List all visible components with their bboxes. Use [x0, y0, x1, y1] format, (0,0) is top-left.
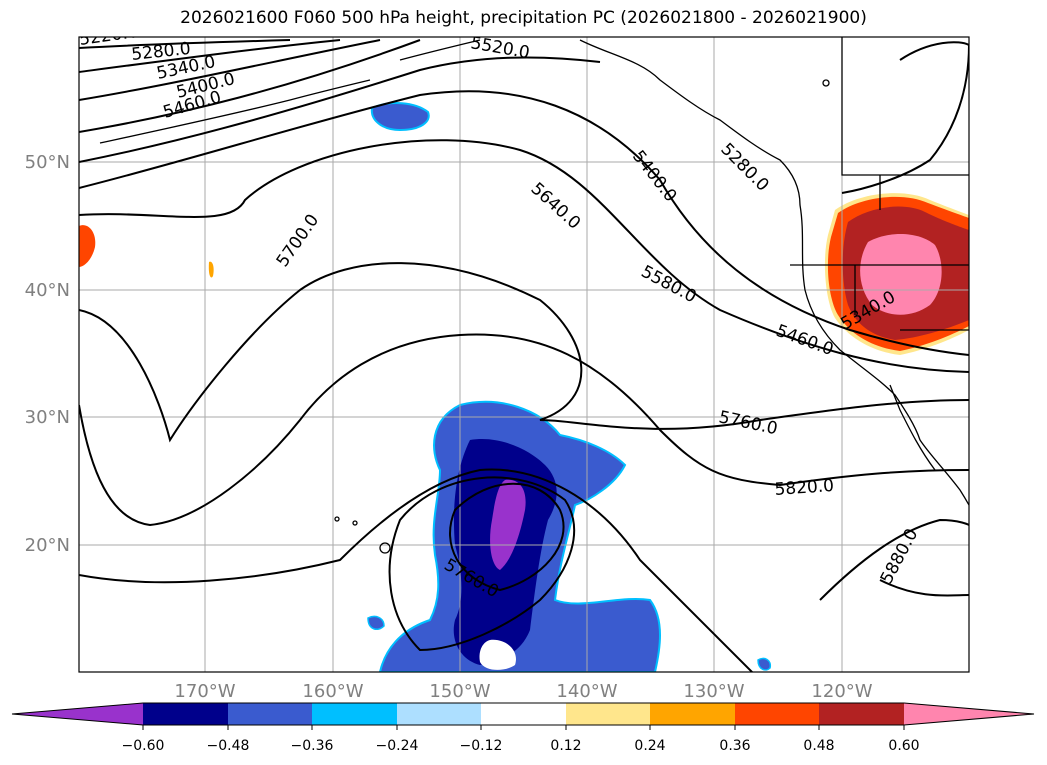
contour-label: 5700.0 [273, 211, 324, 271]
longitude-labels: 170°W 160°W 150°W 140°W 130°W 120°W [174, 681, 872, 702]
lon-label: 130°W [683, 681, 744, 702]
colorbar-segment [650, 703, 735, 725]
contour-label: 5640.0 [527, 179, 585, 234]
colorbar-tick-label: −0.36 [291, 738, 334, 754]
colorbar-segment [312, 703, 397, 725]
contour-label: 5400.0 [628, 147, 680, 206]
colorbar-segment [735, 703, 819, 725]
contour-label: 5580.0 [638, 262, 700, 308]
colorbar-tick-label: 0.12 [550, 738, 581, 754]
colorbar-extend-low [12, 703, 143, 725]
colorbar: −0.60 −0.48 −0.36 −0.24 −0.12 0.12 0.24 … [11, 702, 1035, 754]
colorbar-segment [143, 703, 228, 725]
colorbar-segment [228, 703, 312, 725]
precip-negative-region [367, 102, 772, 672]
colorbar-segment [481, 703, 566, 725]
lat-label: 20°N [25, 535, 70, 556]
lat-label: 30°N [25, 407, 70, 428]
coastlines [99, 37, 969, 554]
colorbar-tick-label: −0.24 [376, 738, 419, 754]
colorbar-segment [566, 703, 650, 725]
map-title: 2026021600 F060 500 hPa height, precipit… [180, 8, 867, 28]
colorbar-tick-label: −0.60 [122, 738, 165, 754]
colorbar-tick-label: −0.48 [207, 738, 250, 754]
contour-label: 5880.0 [877, 525, 923, 587]
lon-label: 170°W [174, 681, 235, 702]
latitude-labels: 50°N 40°N 30°N 20°N [25, 152, 70, 556]
contour-label: 5460.0 [773, 321, 836, 360]
colorbar-extend-high [904, 703, 1034, 725]
colorbar-tick-label: −0.12 [460, 738, 503, 754]
colorbar-tick-label: 0.60 [888, 738, 919, 754]
lon-label: 140°W [556, 681, 617, 702]
lon-label: 160°W [302, 681, 363, 702]
contour-label: 5760.0 [717, 407, 779, 439]
colorbar-tick-label: 0.24 [634, 738, 665, 754]
map-frame [78, 36, 970, 673]
colorbar-tick-label: 0.36 [719, 738, 750, 754]
colorbar-segment [397, 703, 481, 725]
lon-label: 150°W [429, 681, 490, 702]
colorbar-segment [819, 703, 904, 725]
contour-label: 5820.0 [774, 476, 835, 500]
contour-label: 5280.0 [716, 139, 772, 195]
lon-label: 120°W [811, 681, 872, 702]
colorbar-tick-label: 0.48 [803, 738, 834, 754]
height-contours [79, 39, 969, 672]
precip-positive-region [79, 193, 969, 355]
lat-label: 40°N [25, 280, 70, 301]
lat-label: 50°N [25, 152, 70, 173]
